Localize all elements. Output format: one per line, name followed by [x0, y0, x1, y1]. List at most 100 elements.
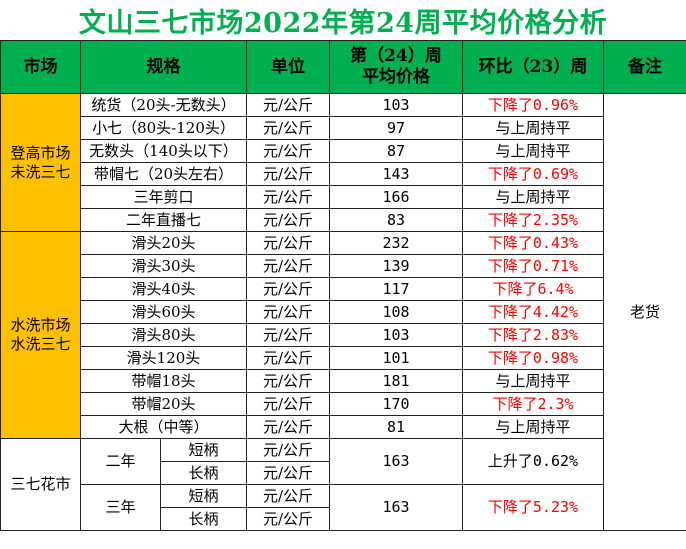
table-row: 二年直播七 元/公斤 83 下降了2.35%	[1, 208, 686, 232]
price-cell: 103	[329, 93, 463, 117]
table-row: 水洗市场 水洗三七 滑头20头 元/公斤 232 下降了0.43%	[0, 231, 686, 439]
unit-cell: 元/公斤	[246, 346, 330, 370]
price-cell: 101	[329, 346, 463, 370]
change-cell: 下降了0.98%	[462, 346, 604, 370]
table-row: 三年 短柄 元/公斤 163 下降了5.23%	[1, 484, 686, 531]
spec-cell: 小七（80头-120头）	[80, 116, 247, 140]
price-cell: 117	[329, 277, 463, 301]
table-row: 带帽18头 元/公斤 181 与上周持平	[1, 369, 686, 393]
table-row: 滑头60头 元/公斤 108 下降了4.42%	[1, 300, 686, 324]
price-cell: 83	[329, 208, 463, 232]
table-row: 大根（中等） 元/公斤 81 与上周持平	[1, 415, 686, 439]
price-cell: 166	[329, 185, 463, 209]
table-row: 登高市场 未洗三七 统货（20头-无数头） 元/公斤 103 下降了0.96% 老…	[0, 93, 686, 531]
table-row: 滑头30头 元/公斤 139 下降了0.71%	[1, 254, 686, 278]
header-spec: 规格	[80, 40, 247, 94]
change-cell: 下降了2.3%	[462, 392, 604, 416]
header-unit: 单位	[246, 40, 330, 94]
price-cell: 97	[329, 116, 463, 140]
price-cell: 143	[329, 162, 463, 186]
year-cell: 三年	[80, 484, 161, 531]
price-cell: 170	[329, 392, 463, 416]
unit-cell: 元/公斤	[246, 438, 330, 462]
unit-cell: 元/公斤	[246, 139, 330, 163]
unit-cell: 元/公斤	[246, 162, 330, 186]
market-group-shuixi: 水洗市场 水洗三七	[0, 231, 81, 439]
note-cell: 老货	[603, 93, 686, 531]
header-row: 市场 规格 单位 第（24）周 平均价格 环比（23）周 备注	[0, 40, 686, 94]
stem-cell: 短柄	[160, 484, 247, 508]
unit-cell: 元/公斤	[246, 461, 330, 485]
spec-cell: 带帽20头	[80, 392, 247, 416]
year-cell: 二年	[80, 438, 161, 485]
change-cell: 下降了6.4%	[462, 277, 604, 301]
change-cell: 下降了4.42%	[462, 300, 604, 324]
spec-cell: 统货（20头-无数头）	[80, 93, 247, 117]
price-cell: 232	[329, 231, 463, 255]
table-row: 带帽20头 元/公斤 170 下降了2.3%	[1, 392, 686, 416]
stem-cell: 短柄	[160, 438, 247, 462]
unit-cell: 元/公斤	[246, 208, 330, 232]
unit-cell: 元/公斤	[246, 369, 330, 393]
stem-cell: 长柄	[160, 461, 247, 485]
spec-cell: 大根（中等）	[80, 415, 247, 439]
change-cell: 下降了0.69%	[462, 162, 604, 186]
header-market: 市场	[0, 40, 81, 94]
unit-cell: 元/公斤	[246, 116, 330, 140]
spec-cell: 滑头60头	[80, 300, 247, 324]
change-cell: 上升了0.62%	[462, 438, 604, 485]
unit-cell: 元/公斤	[246, 323, 330, 347]
price-table: 市场 规格 单位 第（24）周 平均价格 环比（23）周 备注 登高市场 未洗三七 …	[0, 40, 686, 531]
spec-cell: 滑头80头	[80, 323, 247, 347]
table-row: 三七花市 二年 短柄 元/公斤 163 上升了0.62%	[0, 438, 686, 531]
price-cell: 181	[329, 369, 463, 393]
change-cell: 下降了0.43%	[462, 231, 604, 255]
table-row: 带帽七（20头左右） 元/公斤 143 下降了0.69%	[1, 162, 686, 186]
unit-cell: 元/公斤	[246, 277, 330, 301]
table-row: 长柄 元/公斤	[1, 507, 686, 531]
spec-cell: 滑头20头	[80, 231, 247, 255]
unit-cell: 元/公斤	[246, 507, 330, 531]
change-cell: 下降了2.83%	[462, 323, 604, 347]
market-group-flower: 三七花市	[0, 438, 81, 531]
unit-cell: 元/公斤	[246, 254, 330, 278]
change-cell: 与上周持平	[462, 185, 604, 209]
change-cell: 与上周持平	[462, 139, 604, 163]
table-row: 三年剪口 元/公斤 166 与上周持平	[1, 185, 686, 209]
unit-cell: 元/公斤	[246, 300, 330, 324]
spec-cell: 二年直播七	[80, 208, 247, 232]
price-cell: 163	[329, 484, 463, 531]
change-cell: 下降了0.71%	[462, 254, 604, 278]
spec-cell: 滑头120头	[80, 346, 247, 370]
price-cell: 81	[329, 415, 463, 439]
table-row: 滑头120头 元/公斤 101 下降了0.98%	[1, 346, 686, 370]
spec-cell: 滑头30头	[80, 254, 247, 278]
table-row: 长柄 元/公斤	[1, 461, 686, 485]
header-price: 第（24）周 平均价格	[329, 40, 463, 94]
change-cell: 与上周持平	[462, 369, 604, 393]
change-cell: 与上周持平	[462, 116, 604, 140]
header-note: 备注	[603, 40, 686, 94]
price-cell: 103	[329, 323, 463, 347]
table-row: 滑头40头 元/公斤 117 下降了6.4%	[1, 277, 686, 301]
spec-cell: 带帽七（20头左右）	[80, 162, 247, 186]
price-cell: 108	[329, 300, 463, 324]
table-row: 滑头80头 元/公斤 103 下降了2.83%	[1, 323, 686, 347]
change-cell: 下降了2.35%	[462, 208, 604, 232]
spec-cell: 无数头（140头以下）	[80, 139, 247, 163]
change-cell: 与上周持平	[462, 415, 604, 439]
unit-cell: 元/公斤	[246, 484, 330, 508]
unit-cell: 元/公斤	[246, 415, 330, 439]
table-row: 小七（80头-120头） 元/公斤 97 与上周持平	[1, 116, 686, 140]
page-title: 文山三七市场2022年第24周平均价格分析	[78, 7, 608, 39]
price-cell: 139	[329, 254, 463, 278]
unit-cell: 元/公斤	[246, 231, 330, 255]
stem-cell: 长柄	[160, 507, 247, 531]
spec-cell: 三年剪口	[80, 185, 247, 209]
spec-cell: 滑头40头	[80, 277, 247, 301]
unit-cell: 元/公斤	[246, 392, 330, 416]
market-group-denggao: 登高市场 未洗三七	[0, 93, 81, 232]
change-cell: 下降了0.96%	[462, 93, 604, 117]
header-change: 环比（23）周	[462, 40, 604, 94]
unit-cell: 元/公斤	[246, 185, 330, 209]
